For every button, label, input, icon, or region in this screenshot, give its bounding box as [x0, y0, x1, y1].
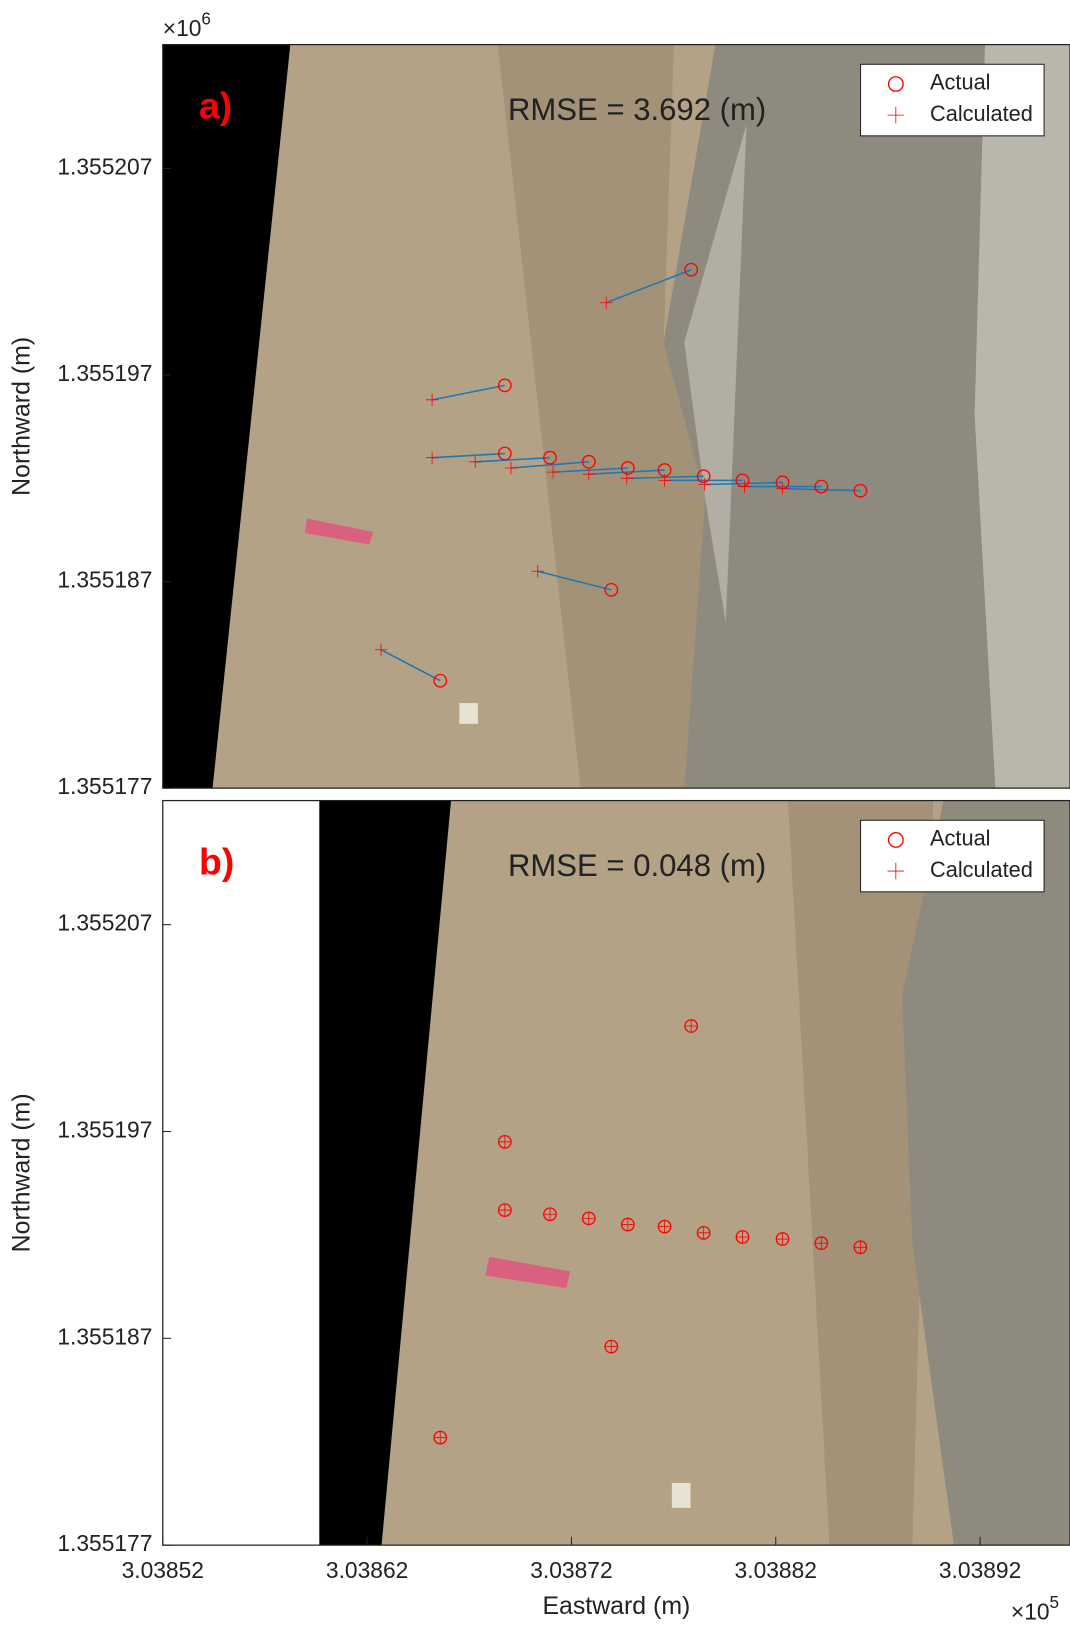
calculated-point	[776, 482, 789, 495]
legend-label: Calculated	[930, 857, 1033, 882]
error-line	[537, 570, 612, 591]
actual-point	[604, 582, 619, 597]
actual-point	[543, 450, 557, 465]
x-tick-label: 3.03852	[122, 1557, 204, 1583]
calculated-point	[582, 1212, 596, 1225]
calculated-point	[605, 1340, 618, 1353]
actual-point	[853, 483, 868, 498]
legend-label: Actual	[930, 70, 990, 95]
error-line	[380, 649, 441, 682]
error-line	[475, 456, 551, 463]
calculated-point	[684, 1019, 698, 1033]
calculated-point	[698, 478, 711, 491]
actual-point	[433, 673, 448, 688]
calculated-point	[736, 1230, 749, 1244]
calculated-point	[546, 465, 560, 479]
y-tick-label: 1.355197	[57, 360, 152, 386]
multiplier-base: ×10	[163, 15, 202, 41]
calculated-point	[620, 472, 634, 485]
x-tick-label: 3.03862	[326, 1557, 408, 1583]
panel-title: RMSE = 3.692 (m)	[508, 92, 766, 127]
calculated-point	[658, 1220, 671, 1233]
x-tick-label: 3.03882	[735, 1557, 817, 1583]
calculated-point	[543, 1208, 557, 1221]
y-tick-label: 1.355187	[57, 567, 152, 593]
y-axis-label: Northward (m)	[7, 1093, 35, 1252]
error-line	[553, 467, 628, 473]
calculated-point	[776, 1232, 789, 1246]
actual-point	[497, 378, 512, 393]
calculated-point	[854, 1241, 867, 1254]
multiplier-base: ×10	[1011, 1599, 1050, 1625]
error-line	[510, 461, 589, 469]
panel-label: a)	[199, 85, 232, 127]
y-tick-label: 1.355187	[57, 1323, 152, 1349]
calculated-point	[697, 1226, 710, 1240]
x-tick-label: 3.03872	[530, 1557, 612, 1583]
axes-frame	[162, 799, 1070, 1546]
y-tick-label: 1.355207	[57, 154, 152, 180]
calculated-point	[738, 480, 751, 493]
legend-box	[860, 819, 1045, 893]
calculated-point	[815, 1236, 828, 1250]
plot-area	[433, 1019, 868, 1445]
legend-label: Actual	[930, 826, 990, 851]
axis-multiplier: ×105	[1011, 1593, 1059, 1625]
y-tick-label: 1.355207	[57, 910, 152, 936]
actual-point	[814, 479, 829, 494]
calculated-point	[504, 461, 518, 475]
legend-marker	[887, 106, 905, 124]
legend-label: Calculated	[930, 101, 1033, 126]
y-tick-label: 1.355197	[57, 1117, 152, 1143]
error-line	[626, 475, 704, 480]
calculated-point	[599, 296, 613, 309]
legend-marker	[887, 862, 905, 880]
y-tick-label: 1.355177	[57, 773, 152, 799]
legend-box	[860, 63, 1045, 137]
calculated-point	[374, 643, 388, 656]
multiplier-exponent: 6	[201, 9, 211, 28]
y-axis-label: Northward (m)	[7, 337, 35, 496]
x-axis-label: Eastward (m)	[542, 1592, 690, 1620]
aerial-image	[162, 800, 1070, 1546]
error-line	[704, 481, 783, 486]
calculated-point	[425, 451, 439, 464]
calculated-point	[531, 565, 544, 578]
calculated-point	[498, 1135, 512, 1149]
calculated-point	[621, 1218, 635, 1231]
calculated-point	[468, 455, 482, 469]
panel-label: b)	[199, 841, 234, 883]
legend-marker	[887, 76, 904, 92]
aerial-image	[162, 44, 1070, 789]
calculated-point	[425, 393, 439, 407]
multiplier-exponent: 5	[1050, 1593, 1060, 1612]
panel-title: RMSE = 0.048 (m)	[508, 848, 766, 883]
actual-point	[497, 446, 512, 461]
calculated-point	[498, 1203, 512, 1217]
axis-multiplier: ×106	[163, 9, 211, 41]
actual-point	[620, 461, 635, 475]
calculated-point	[658, 474, 671, 487]
error-line	[782, 487, 861, 492]
actual-point	[696, 469, 711, 484]
axes-frame	[162, 43, 1070, 789]
legend-marker	[887, 832, 904, 848]
error-line	[605, 268, 692, 304]
y-tick-label: 1.355177	[57, 1530, 152, 1556]
calculated-point	[582, 467, 596, 481]
actual-point	[684, 262, 699, 277]
error-line	[431, 384, 505, 401]
calculated-point	[434, 1431, 447, 1444]
error-line	[432, 452, 505, 459]
plot-area	[374, 262, 868, 688]
x-tick-label: 3.03892	[939, 1557, 1021, 1583]
